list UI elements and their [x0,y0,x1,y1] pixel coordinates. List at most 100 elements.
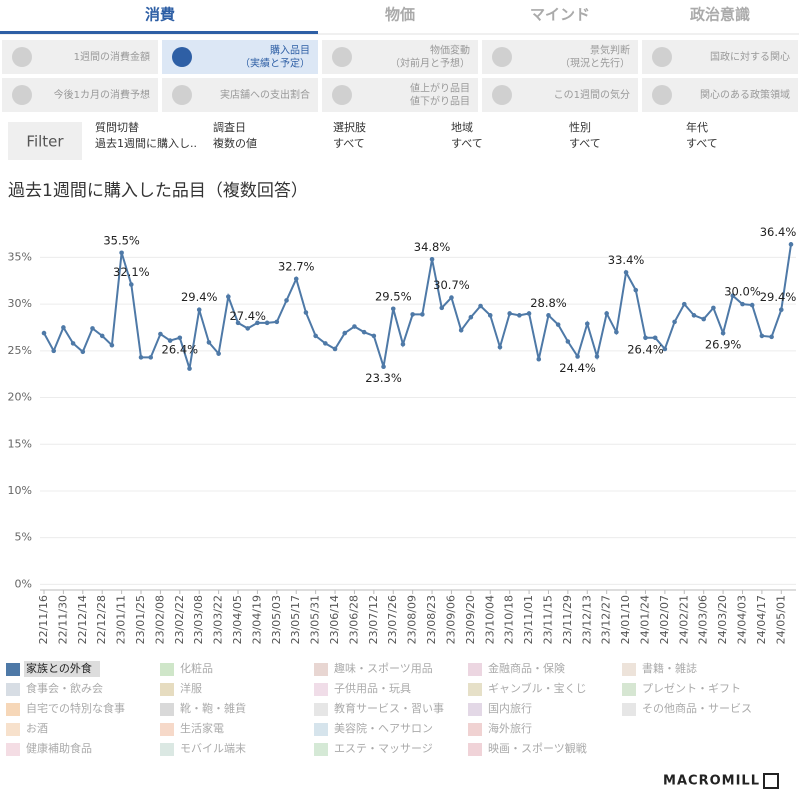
data-point [769,334,774,340]
legend-label[interactable]: ギャンブル・宝くじ [488,681,587,695]
legend-swatch[interactable] [6,663,20,676]
data-label: 30.7% [433,278,470,292]
legend-swatch[interactable] [314,663,328,676]
data-point [643,335,648,341]
data-point [61,325,66,330]
legend-label[interactable]: 趣味・スポーツ用品 [334,661,433,675]
legend-swatch[interactable] [468,703,482,716]
filter-value[interactable]: 過去1週間に購入し.. [95,136,197,150]
legend-label[interactable]: 書籍・雑誌 [642,661,697,675]
legend-label[interactable]: 洋服 [180,681,202,695]
legend-swatch[interactable] [314,703,328,716]
legend-swatch[interactable] [160,683,174,696]
legend-label[interactable]: モバイル端末 [180,741,246,755]
filter-value[interactable]: すべて [569,137,601,150]
data-point [342,330,348,336]
x-tick-label: 24/02/07 [658,595,671,644]
legend-swatch[interactable] [622,703,636,716]
x-tick-label: 23/09/20 [464,595,477,644]
filter-value[interactable]: すべて [333,137,365,150]
legend-label[interactable]: 国内旅行 [488,701,532,715]
data-point [196,307,202,313]
y-tick-label: 15% [8,437,32,450]
legend-swatch[interactable] [160,743,174,756]
logo-mark [763,773,779,789]
legend-swatch[interactable] [6,743,20,756]
legend-label[interactable]: 金融商品・保険 [488,661,565,675]
legend-label[interactable]: 家族との外食 [26,661,92,675]
data-point [216,351,221,356]
menu-label: 国政に対する関心 [710,50,790,63]
data-label: 26.4% [627,342,664,356]
tab[interactable]: 消費 [145,6,175,24]
menu-icon [332,47,352,67]
menu-label: 今後1カ月の消費予想 [54,88,150,101]
tab[interactable]: 政治意識 [690,6,750,24]
y-tick-label: 20% [8,391,32,404]
x-tick-label: 24/03/06 [697,595,710,644]
x-tick-label: 24/01/10 [619,595,632,644]
legend-label[interactable]: 化粧品 [180,661,213,675]
filter-value[interactable]: すべて [451,137,483,150]
legend-swatch[interactable] [314,743,328,756]
filter-value[interactable]: 複数の値 [213,136,257,150]
data-point [701,316,706,322]
data-label: 32.1% [113,265,150,279]
data-point [681,301,687,307]
x-tick-label: 23/08/23 [425,595,438,644]
data-point [400,342,406,347]
menu-label: （対前月と予想） [390,57,470,70]
x-tick-label: 23/04/05 [231,595,244,644]
legend-label[interactable]: 食事会・飲み会 [26,681,103,695]
filter-name: 地域 [451,121,473,134]
data-point [720,330,726,336]
legend-swatch[interactable] [468,743,482,756]
legend-swatch[interactable] [314,683,328,696]
x-tick-label: 24/05/01 [774,595,787,644]
legend-swatch[interactable] [468,683,482,696]
data-point [264,320,270,326]
data-point [371,333,377,339]
legend-label[interactable]: 教育サービス・習い事 [334,701,444,715]
legend-label[interactable]: お酒 [26,722,48,735]
legend-label[interactable]: 子供用品・玩具 [334,681,411,695]
legend-swatch[interactable] [160,663,174,676]
data-point [235,320,241,326]
x-tick-label: 22/11/30 [56,595,69,644]
data-label: 27.4% [229,309,266,323]
data-point [730,293,736,299]
filter-value[interactable]: すべて [686,137,718,150]
x-tick-label: 22/12/28 [95,595,108,644]
menu-icon [332,85,352,105]
legend-label[interactable]: プレゼント・ギフト [642,682,741,695]
legend-label[interactable]: 自宅での特別な食事 [26,701,125,715]
data-point [226,294,231,299]
legend-swatch[interactable] [622,663,636,676]
legend-swatch[interactable] [622,683,636,696]
menu-label: 1週間の消費金額 [74,50,150,63]
active-tab-bar [0,31,318,34]
legend-label[interactable]: エステ・マッサージ [334,742,433,755]
legend-swatch[interactable] [160,723,174,736]
legend-swatch[interactable] [6,683,20,696]
legend-swatch[interactable] [468,663,482,676]
legend-label[interactable]: 健康補助食品 [26,741,92,755]
data-point [711,305,716,311]
data-point [691,313,697,318]
legend-swatch[interactable] [468,723,482,736]
legend-label[interactable]: 美容院・ヘアサロン [334,721,433,735]
legend-label[interactable]: 靴・鞄・雑貨 [180,701,246,715]
data-point [555,322,561,327]
legend-swatch[interactable] [314,723,328,736]
data-point [420,312,425,317]
tab[interactable]: 物価 [385,6,415,24]
tab[interactable]: マインド [530,6,590,24]
legend-swatch[interactable] [160,703,174,716]
legend-swatch[interactable] [6,723,20,736]
legend-label[interactable]: 海外旅行 [488,721,532,735]
menu-icon [492,85,512,105]
legend-label[interactable]: 生活家電 [180,721,224,735]
legend-swatch[interactable] [6,703,20,716]
legend-label[interactable]: その他商品・サービス [642,701,752,715]
legend-label[interactable]: 映画・スポーツ観戦 [488,741,587,755]
